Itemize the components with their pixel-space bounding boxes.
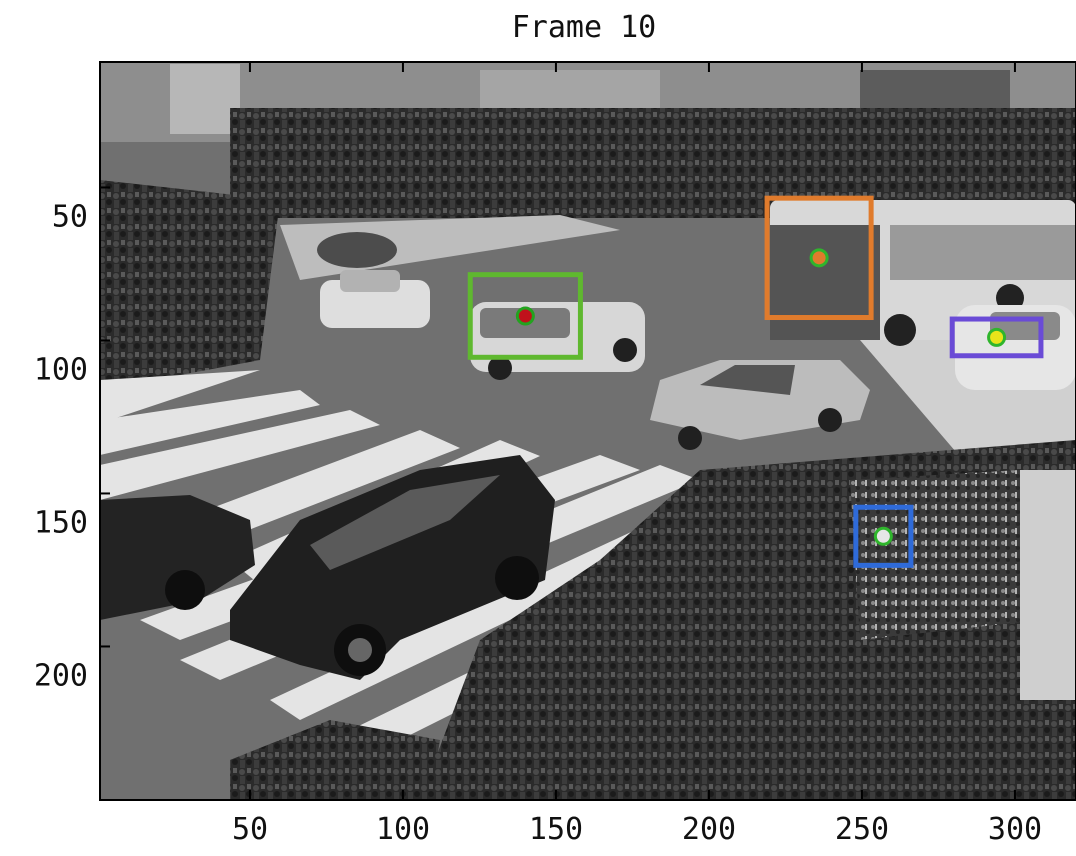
left-crowd — [100, 180, 280, 390]
building-facade — [480, 70, 660, 110]
bounding-box-car-green — [467, 272, 583, 360]
building-facade — [170, 64, 240, 134]
bottom-left-crowd — [230, 720, 440, 800]
x-tick-label-100: 100 — [375, 812, 431, 847]
track-point-car-green — [515, 306, 535, 326]
figure-title: Frame 10 — [511, 10, 657, 45]
x-tick-label-50: 50 — [231, 812, 269, 847]
bounding-box-car-purple — [949, 316, 1044, 359]
bounding-box-bus-orange — [764, 195, 874, 321]
bounding-box-pedestrian-blue — [853, 504, 914, 568]
x-tick-label-300: 300 — [987, 812, 1043, 847]
x-tick-label-250: 250 — [834, 812, 890, 847]
y-tick-label-50: 50 — [51, 199, 88, 235]
tracks — [467, 195, 1044, 568]
car-white-center — [470, 302, 645, 380]
x-tick-label-150: 150 — [528, 812, 584, 847]
x-tick-label-200: 200 — [681, 812, 737, 847]
car-white-topleft — [317, 232, 430, 328]
far-crowd — [230, 108, 1076, 218]
track-point-pedestrian-blue — [873, 526, 893, 546]
taxi — [650, 360, 870, 450]
track-point-car-purple — [987, 327, 1007, 347]
axes-frame — [99, 61, 1076, 801]
scene — [100, 62, 1076, 800]
dark-suv — [230, 455, 555, 680]
y-tick-label-150: 150 — [33, 505, 88, 541]
dark-car-left — [100, 495, 255, 620]
y-tick-label-200: 200 — [33, 658, 88, 694]
ticks — [100, 62, 1016, 800]
foreground-crowd-light — [850, 470, 1040, 640]
truck-right — [1020, 470, 1076, 700]
y-tick-label-100: 100 — [33, 352, 88, 388]
track-point-bus-orange — [809, 248, 829, 268]
